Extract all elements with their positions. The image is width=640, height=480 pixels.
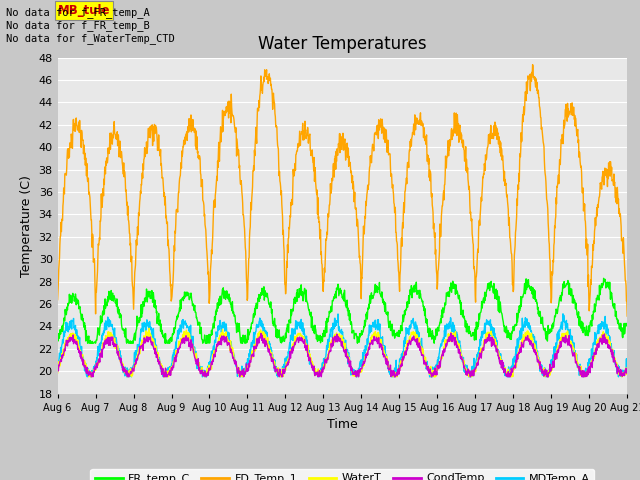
Title: Water Temperatures: Water Temperatures bbox=[258, 35, 427, 53]
Y-axis label: Temperature (C): Temperature (C) bbox=[20, 175, 33, 276]
Text: No data for f_FR_temp_A: No data for f_FR_temp_A bbox=[6, 7, 150, 18]
Text: No data for f_FR_temp_B: No data for f_FR_temp_B bbox=[6, 20, 150, 31]
X-axis label: Time: Time bbox=[327, 418, 358, 431]
Text: MB_tule: MB_tule bbox=[58, 4, 110, 17]
Text: No data for f_WaterTemp_CTD: No data for f_WaterTemp_CTD bbox=[6, 33, 175, 44]
Legend: FR_temp_C, FD_Temp_1, WaterT, CondTemp, MDTemp_A: FR_temp_C, FD_Temp_1, WaterT, CondTemp, … bbox=[90, 469, 595, 480]
